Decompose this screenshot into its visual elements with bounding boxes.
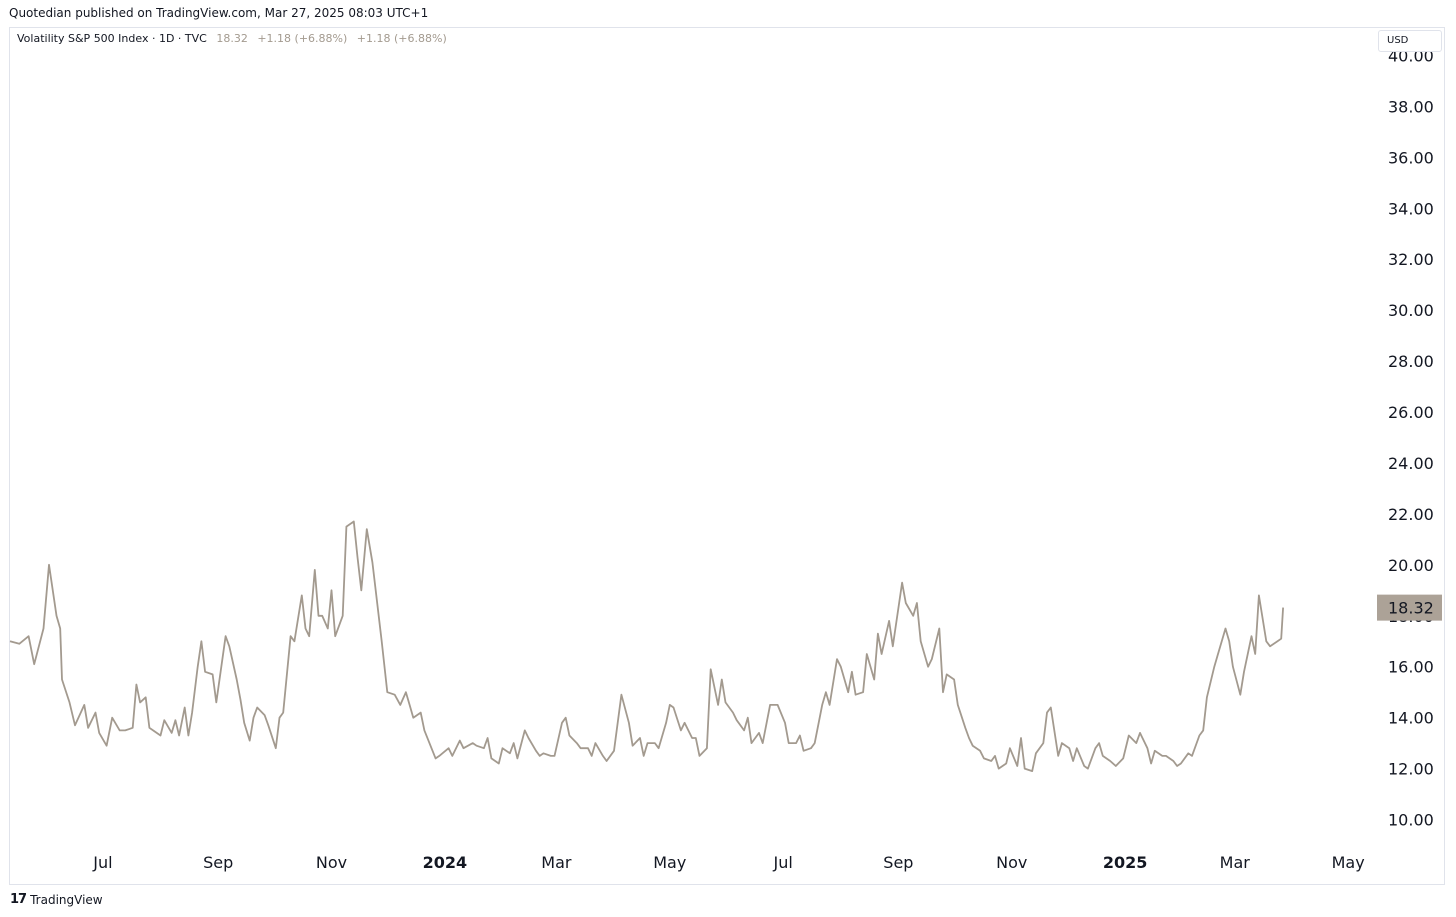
chart-legend: Volatility S&P 500 Index · 1D · TVC 18.3… [17,32,447,45]
chart-frame [9,27,1445,885]
x-tick-label: Nov [996,853,1027,872]
legend-change: +1.18 (+6.88%) [257,32,348,45]
x-tick-label: Mar [541,853,572,872]
last-value-label: 18.32 [1388,599,1434,618]
x-tick-label: Mar [1220,853,1251,872]
x-tick-label: Jul [772,853,792,872]
y-tick-label: 34.00 [1388,199,1434,218]
y-tick-label: 38.00 [1388,97,1434,116]
x-tick-label: Jul [92,853,112,872]
y-tick-label: 10.00 [1388,811,1434,830]
y-tick-label: 26.00 [1388,403,1434,422]
x-tick-label: May [653,853,686,872]
legend-last-value: 18.32 [216,32,248,45]
y-tick-label: 32.00 [1388,250,1434,269]
publish-attribution: Quotedian published on TradingView.com, … [9,6,429,20]
y-tick-label: 24.00 [1388,454,1434,473]
x-tick-label: 2025 [1103,853,1148,872]
currency-button[interactable]: USD [1378,30,1442,52]
legend-change-pct: +1.18 (+6.88%) [356,32,447,45]
y-tick-label: 28.00 [1388,352,1434,371]
series-line [9,520,1284,772]
x-tick-label: Sep [883,853,913,872]
x-tick-label: Nov [316,853,347,872]
y-tick-label: 16.00 [1388,658,1434,677]
y-tick-label: 12.00 [1388,760,1434,779]
tradingview-logo-icon: 17 [10,892,27,907]
y-tick-label: 36.00 [1388,148,1434,167]
y-tick-label: 20.00 [1388,556,1434,575]
legend-symbol[interactable]: Volatility S&P 500 Index · 1D · TVC [17,32,207,45]
y-tick-label: 30.00 [1388,301,1434,320]
footer-branding: 17 TradingView [10,892,103,907]
last-value-label-bg [1377,594,1442,621]
y-tick-label: 14.00 [1388,709,1434,728]
x-tick-label: Sep [203,853,233,872]
y-tick-label: 22.00 [1388,505,1434,524]
x-tick-label: 2024 [423,853,468,872]
brand-name: TradingView [30,892,103,907]
x-tick-label: May [1332,853,1365,872]
